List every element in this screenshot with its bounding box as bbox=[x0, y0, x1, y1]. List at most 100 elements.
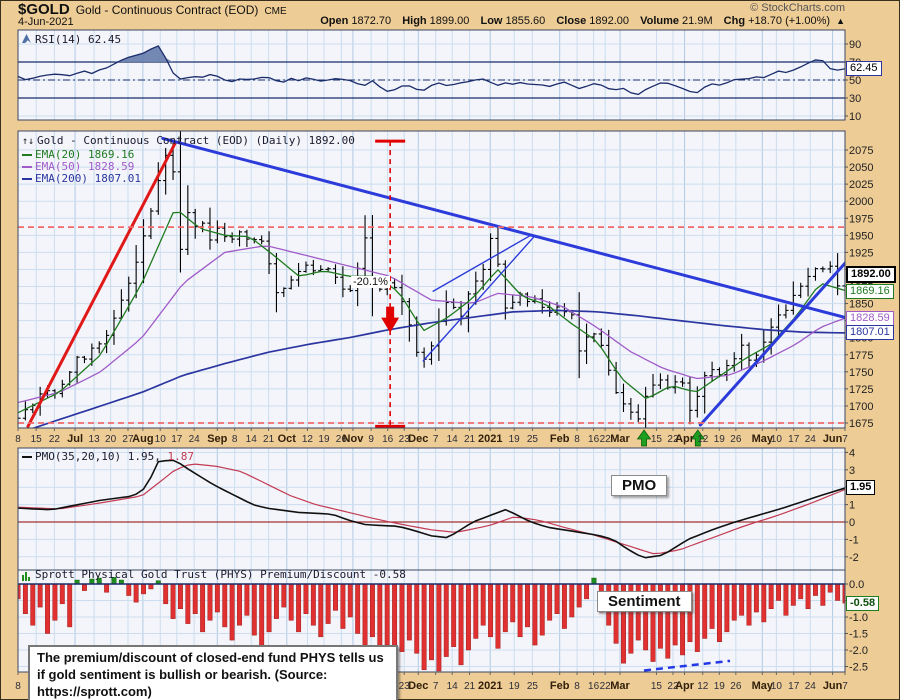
close-value-tag: 1892.00 bbox=[846, 266, 896, 283]
ema200-value-tag: 1807.01 bbox=[846, 325, 894, 340]
svg-text:50: 50 bbox=[849, 75, 861, 87]
svg-text:30: 30 bbox=[849, 93, 861, 105]
ticker-symbol[interactable]: $GOLD bbox=[18, 1, 70, 18]
svg-text:4: 4 bbox=[849, 447, 855, 459]
svg-text:Mar: Mar bbox=[610, 433, 630, 445]
svg-text:14: 14 bbox=[447, 681, 459, 692]
sentiment-label-box: Sentiment bbox=[597, 591, 692, 612]
pmo-line-icon bbox=[22, 456, 32, 458]
ema50-legend[interactable]: EMA(50) 1828.59 bbox=[22, 160, 134, 173]
svg-text:1975: 1975 bbox=[849, 213, 873, 225]
quote-bar: Open 1872.70 High 1899.00 Low 1855.60 Close… bbox=[320, 15, 845, 27]
chg-up-arrow-icon: ▲ bbox=[836, 16, 845, 26]
svg-text:19: 19 bbox=[714, 434, 726, 445]
svg-text:1925: 1925 bbox=[849, 247, 873, 259]
svg-text:2025: 2025 bbox=[849, 179, 873, 191]
rsi-legend-label: RSI(14) 62.45 bbox=[35, 33, 122, 46]
svg-text:-1.0: -1.0 bbox=[849, 612, 868, 624]
svg-text:22: 22 bbox=[600, 434, 612, 445]
svg-text:-2.5: -2.5 bbox=[849, 662, 868, 674]
svg-text:-1.5: -1.5 bbox=[849, 629, 868, 641]
svg-text:Feb: Feb bbox=[550, 433, 570, 445]
svg-text:24: 24 bbox=[805, 434, 817, 445]
svg-text:12: 12 bbox=[697, 434, 709, 445]
quote-volume-label: Volume bbox=[640, 15, 680, 27]
ema20-legend-label: EMA(20) 1869.16 bbox=[35, 148, 135, 161]
svg-text:8: 8 bbox=[574, 681, 580, 692]
svg-text:-1: -1 bbox=[849, 534, 859, 546]
quote-open-label: Open bbox=[320, 15, 349, 27]
quote-close-value: 1892.00 bbox=[589, 15, 630, 27]
svg-text:25: 25 bbox=[527, 681, 539, 692]
svg-text:Nov: Nov bbox=[343, 433, 365, 445]
pmo-label-box: PMO bbox=[611, 475, 668, 496]
svg-text:19: 19 bbox=[318, 434, 330, 445]
histogram-icon bbox=[22, 568, 31, 581]
svg-text:25: 25 bbox=[527, 434, 539, 445]
svg-text:15: 15 bbox=[651, 681, 663, 692]
svg-text:2021: 2021 bbox=[478, 433, 502, 445]
pmo-value-tag: 1.95 bbox=[846, 480, 876, 495]
svg-text:10: 10 bbox=[155, 434, 167, 445]
svg-text:10: 10 bbox=[849, 111, 861, 123]
svg-text:19: 19 bbox=[509, 681, 521, 692]
svg-text:0.0: 0.0 bbox=[849, 579, 864, 591]
svg-text:7: 7 bbox=[433, 681, 439, 692]
sentiment-legend[interactable]: Sprott Physical Gold Trust (PHYS) Premiu… bbox=[22, 568, 406, 581]
svg-text:8: 8 bbox=[574, 434, 580, 445]
svg-text:15: 15 bbox=[651, 434, 663, 445]
svg-text:90: 90 bbox=[849, 39, 861, 51]
svg-text:21: 21 bbox=[464, 681, 476, 692]
svg-text:16: 16 bbox=[588, 434, 600, 445]
ema20-value-tag: 1869.16 bbox=[846, 284, 894, 299]
svg-text:15: 15 bbox=[31, 434, 43, 445]
quote-low-label: Low bbox=[480, 15, 503, 27]
svg-text:Sep: Sep bbox=[207, 433, 227, 445]
chart-date: 4-Jun-2021 bbox=[18, 16, 74, 28]
svg-text:21: 21 bbox=[263, 434, 275, 445]
svg-text:Oct: Oct bbox=[278, 433, 297, 445]
svg-text:-2.0: -2.0 bbox=[849, 645, 868, 657]
svg-text:20: 20 bbox=[105, 434, 117, 445]
svg-text:1: 1 bbox=[849, 500, 855, 512]
rsi-legend[interactable]: RSI(14) 62.45 bbox=[22, 33, 121, 46]
svg-text:16: 16 bbox=[382, 434, 394, 445]
svg-text:2021: 2021 bbox=[478, 680, 502, 692]
svg-text:24: 24 bbox=[805, 681, 817, 692]
ema200-legend[interactable]: EMA(200) 1807.01 bbox=[22, 172, 141, 185]
svg-text:22: 22 bbox=[600, 681, 612, 692]
ema50-line-icon bbox=[22, 166, 32, 168]
svg-text:-2: -2 bbox=[849, 552, 859, 564]
copyright-link[interactable]: © StockCharts.com bbox=[750, 2, 845, 14]
price-legend[interactable]: ↑↓ Gold - Continuous Contract (EOD) (Dail… bbox=[22, 134, 355, 147]
svg-text:1750: 1750 bbox=[849, 367, 873, 379]
svg-text:1775: 1775 bbox=[849, 350, 873, 362]
svg-text:21: 21 bbox=[464, 434, 476, 445]
ema20-legend[interactable]: EMA(20) 1869.16 bbox=[22, 148, 134, 161]
svg-text:2075: 2075 bbox=[849, 145, 873, 157]
svg-text:8: 8 bbox=[232, 434, 238, 445]
svg-text:2050: 2050 bbox=[849, 162, 873, 174]
svg-text:Jul: Jul bbox=[67, 433, 83, 445]
svg-text:17: 17 bbox=[788, 434, 800, 445]
svg-text:19: 19 bbox=[509, 434, 521, 445]
exchange-label: CME bbox=[264, 6, 287, 17]
svg-text:1950: 1950 bbox=[849, 230, 873, 242]
svg-text:Aug: Aug bbox=[132, 433, 153, 445]
quote-close-label: Close bbox=[556, 15, 587, 27]
ema50-legend-label: EMA(50) 1828.59 bbox=[35, 160, 135, 173]
pmo-legend[interactable]: PMO(35,20,10) 1.95, 1.87 bbox=[22, 450, 194, 463]
svg-text:23: 23 bbox=[399, 434, 411, 445]
pmo-legend-label: PMO(35,20,10) 1.95, bbox=[35, 450, 161, 463]
annotation-box: The premium/discount of closed-end fund … bbox=[28, 645, 398, 700]
svg-text:Apr: Apr bbox=[675, 680, 695, 692]
quote-low-value: 1855.60 bbox=[505, 15, 546, 27]
svg-text:16: 16 bbox=[588, 681, 600, 692]
svg-text:May: May bbox=[752, 680, 774, 692]
svg-text:10: 10 bbox=[771, 681, 783, 692]
svg-text:26: 26 bbox=[730, 434, 742, 445]
rsi-indicator-icon bbox=[22, 34, 31, 43]
svg-text:17: 17 bbox=[788, 681, 800, 692]
